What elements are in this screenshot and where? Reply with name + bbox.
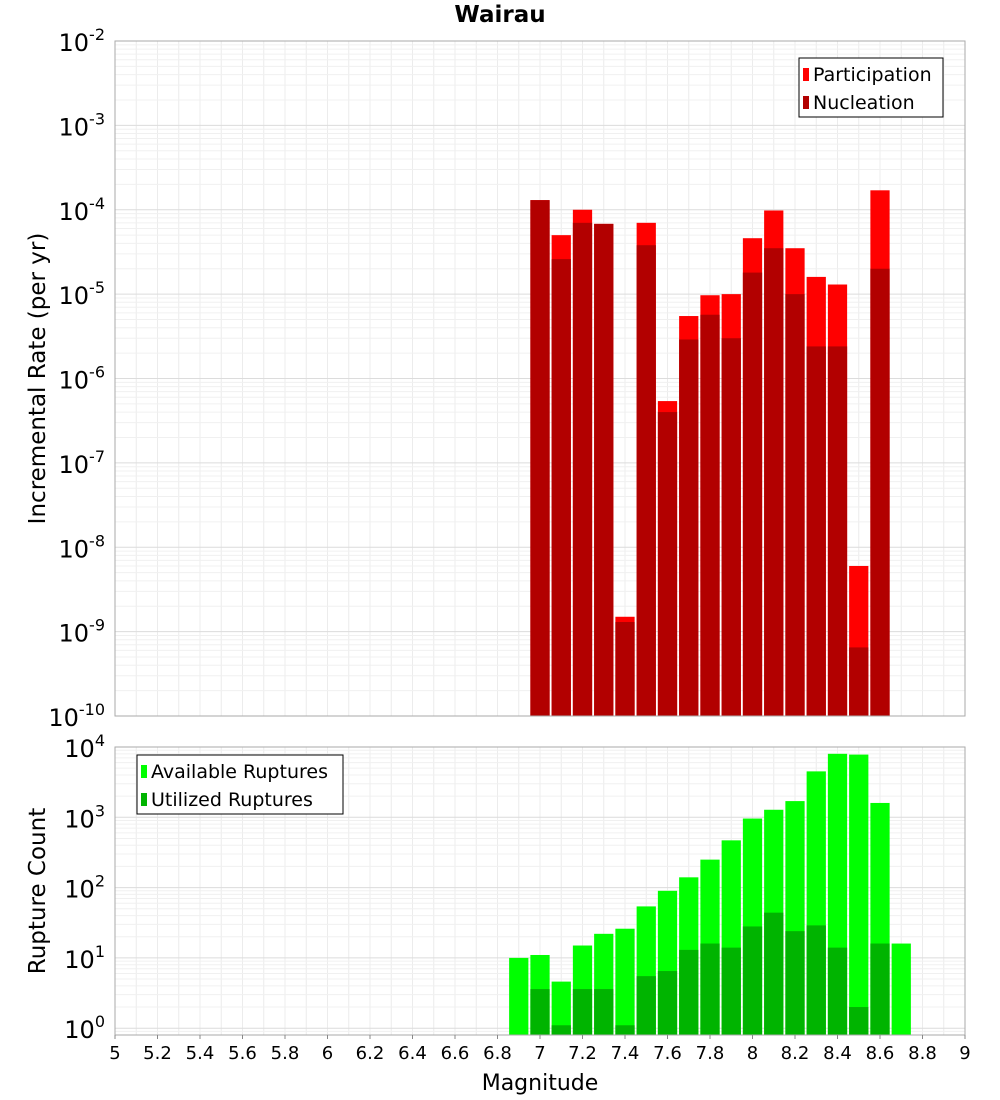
y-tick-label: 100 [64, 1012, 105, 1044]
bar-nucleation [615, 622, 635, 716]
x-tick-label: 8.8 [908, 1043, 937, 1064]
x-tick-label: 6.8 [483, 1043, 512, 1064]
x-tick-label: 7.2 [568, 1043, 597, 1064]
x-tick-label: 5.8 [271, 1043, 300, 1064]
legend-swatch [141, 765, 147, 778]
x-tick-label: 7 [534, 1043, 545, 1064]
bar-available-ruptures [615, 928, 635, 1035]
bar-utilized-ruptures [827, 947, 848, 1035]
bar-available-ruptures [849, 754, 869, 1035]
bar-nucleation [827, 346, 848, 716]
bar-utilized-ruptures [594, 989, 614, 1035]
bar-nucleation [742, 272, 763, 716]
bar-available-ruptures [509, 957, 529, 1035]
bar-nucleation [636, 245, 656, 717]
bar-utilized-ruptures [551, 1025, 571, 1035]
x-tick-label: 6 [322, 1043, 333, 1064]
bar-nucleation [594, 223, 614, 716]
bar-utilized-ruptures [572, 989, 593, 1035]
x-tick-label: 6.2 [356, 1043, 385, 1064]
chart-panel-2: 104 103 102 101 100 Rupture Count 5 5.2 5.4 5.6 5.… [25, 731, 971, 1096]
x-tick-label: 8.4 [823, 1043, 852, 1064]
legend-box [798, 57, 944, 118]
y-tick-label: 10-10 [48, 700, 105, 732]
bar-utilized-ruptures [657, 971, 678, 1035]
x-axis-label: Magnitude [482, 1071, 599, 1096]
y-tick-label: 103 [64, 801, 105, 833]
bar-utilized-ruptures [615, 1025, 635, 1035]
legend-box [136, 754, 344, 815]
y-tick-label: 10-5 [59, 278, 106, 310]
x-tick-label: 5 [109, 1043, 120, 1064]
legend: Available Ruptures Utilized Ruptures [136, 754, 344, 815]
y-tick-label: 101 [64, 942, 105, 974]
chart-title: Wairau [454, 2, 546, 28]
y-tick-label: 10-3 [59, 109, 106, 141]
bar-utilized-ruptures [721, 947, 741, 1035]
bar-utilized-ruptures [785, 931, 805, 1035]
bar-utilized-ruptures [679, 949, 699, 1035]
legend-label: Participation [813, 64, 932, 86]
bar-utilized-ruptures [764, 912, 784, 1035]
bar-utilized-ruptures [870, 943, 890, 1035]
bar-utilized-ruptures [636, 976, 656, 1035]
y-axis-label: Incremental Rate (per yr) [25, 233, 51, 525]
bar-nucleation [764, 248, 784, 717]
x-tick-label: 5.6 [228, 1043, 257, 1064]
x-tick-label: 5.2 [143, 1043, 172, 1064]
bar-nucleation [785, 294, 805, 716]
y-axis-label: Rupture Count [25, 808, 51, 974]
y-tick-label: 10-7 [59, 447, 106, 479]
bar-available-ruptures [891, 943, 911, 1035]
legend-swatch [803, 68, 809, 81]
x-tick-label: 7.6 [653, 1043, 682, 1064]
y-tick-label: 10-9 [59, 616, 106, 648]
bar-nucleation [572, 222, 593, 716]
y-tick-label: 104 [64, 731, 105, 763]
x-tick-label: 6.6 [441, 1043, 470, 1064]
legend-label: Utilized Ruptures [151, 789, 313, 811]
x-tick-label: 5.4 [186, 1043, 215, 1064]
bar-nucleation [849, 647, 869, 716]
y-tick-label: 10-2 [59, 25, 106, 57]
legend-swatch [141, 793, 147, 806]
bar-nucleation [870, 268, 890, 716]
x-tick-label: 8 [747, 1043, 758, 1064]
legend-swatch [803, 96, 809, 109]
x-tick-label: 8.6 [866, 1043, 895, 1064]
bar-nucleation [657, 412, 678, 716]
bar-utilized-ruptures [700, 943, 720, 1035]
bar-nucleation [679, 339, 699, 716]
legend-label: Available Ruptures [151, 761, 328, 783]
bar-nucleation [551, 259, 571, 716]
legend-label: Nucleation [813, 92, 915, 114]
y-tick-label: 10-8 [59, 531, 106, 563]
bar-nucleation [530, 200, 550, 716]
x-tick-label: 6.4 [398, 1043, 427, 1064]
bar-utilized-ruptures [530, 989, 550, 1035]
bar-nucleation [700, 314, 720, 716]
y-tick-label: 102 [64, 872, 105, 904]
bar-utilized-ruptures [849, 1007, 869, 1035]
bar-nucleation [806, 346, 826, 716]
bar-available-ruptures [551, 981, 571, 1035]
bar-utilized-ruptures [742, 926, 763, 1035]
x-tick-label: 7.8 [696, 1043, 725, 1064]
y-tick-label: 10-4 [59, 194, 106, 226]
chart-panel-1: 10-2 10-3 10-4 10-5 10-6 10-7 10-8 10-9 10-10 Inc… [25, 25, 966, 732]
x-tick-label: 9 [959, 1043, 970, 1064]
bar-nucleation [721, 338, 741, 716]
x-tick-label: 7.4 [611, 1043, 640, 1064]
x-tick-label: 8.2 [781, 1043, 810, 1064]
plot-frame [114, 40, 966, 717]
bar-utilized-ruptures [806, 925, 826, 1035]
y-tick-label: 10-6 [59, 363, 106, 395]
legend: Participation Nucleation [798, 57, 944, 118]
